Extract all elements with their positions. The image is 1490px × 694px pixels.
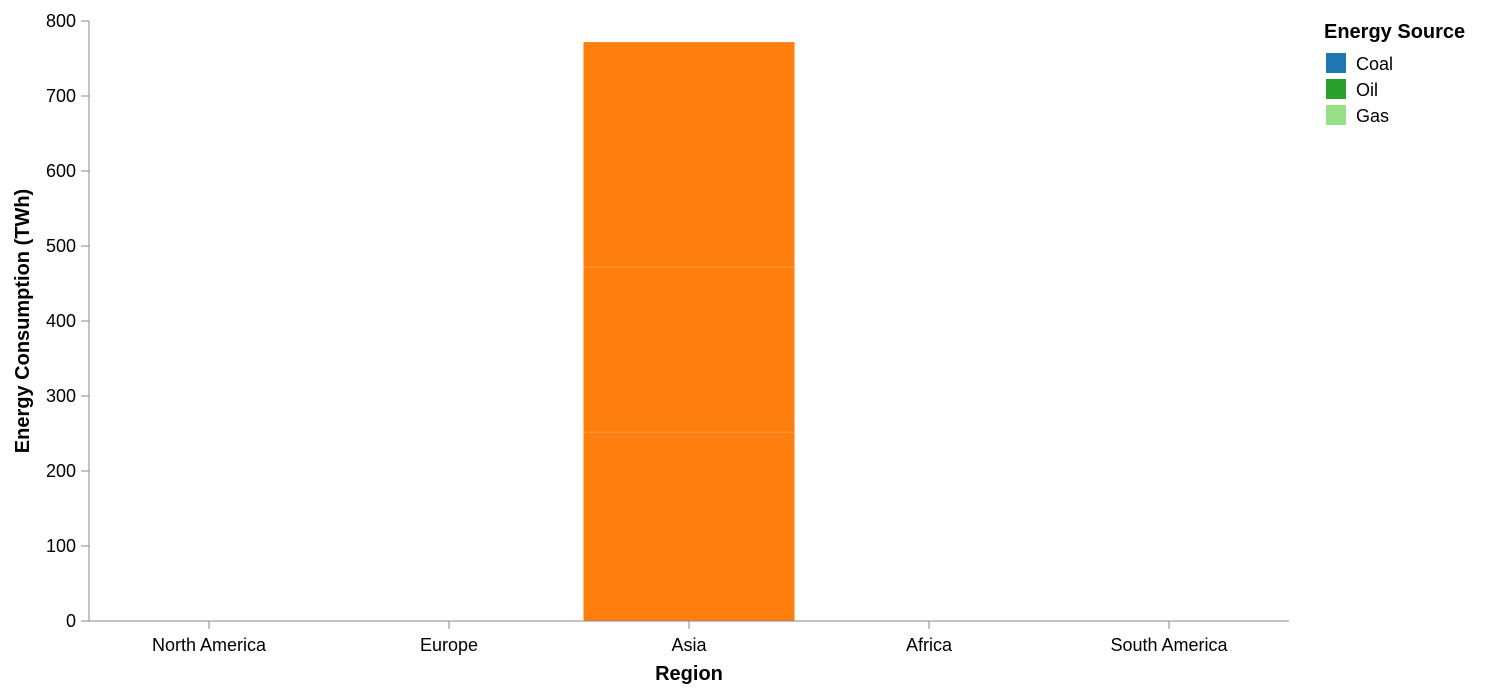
legend-title: Energy Source: [1324, 21, 1465, 43]
legend-swatch: [1326, 105, 1346, 125]
x-tick-label: North America: [152, 635, 267, 655]
y-tick-label: 100: [46, 536, 76, 556]
bar-segment: [583, 266, 795, 433]
x-tick-label: Africa: [906, 635, 953, 655]
bar-layer: [583, 41, 795, 622]
legend-swatch: [1326, 79, 1346, 99]
y-axis: 0 100 200 300 400 500 600 700 800: [46, 11, 90, 631]
bar-segment: [583, 431, 795, 622]
x-axis: North America Europe Asia Africa South Ameri…: [89, 620, 1289, 655]
y-tick-label: 400: [46, 311, 76, 331]
y-tick-label: 600: [46, 161, 76, 181]
legend-label: Coal: [1356, 54, 1393, 74]
y-axis-title: Energy Consumption (TWh): [12, 189, 34, 453]
legend-label: Oil: [1356, 80, 1378, 100]
x-axis-title: Region: [655, 663, 723, 685]
y-tick-label: 800: [46, 11, 76, 31]
y-tick-label: 200: [46, 461, 76, 481]
y-tick-label: 500: [46, 236, 76, 256]
y-tick-label: 300: [46, 386, 76, 406]
y-tick-label: 0: [66, 611, 76, 631]
x-tick-label: South America: [1110, 635, 1228, 655]
legend-label: Gas: [1356, 106, 1389, 126]
bar-segment: [583, 41, 795, 268]
legend: Energy Source Coal Oil Gas: [1324, 21, 1465, 126]
y-tick-label: 700: [46, 86, 76, 106]
x-tick-label: Europe: [420, 635, 478, 655]
x-tick-label: Asia: [671, 635, 707, 655]
legend-swatch: [1326, 53, 1346, 73]
